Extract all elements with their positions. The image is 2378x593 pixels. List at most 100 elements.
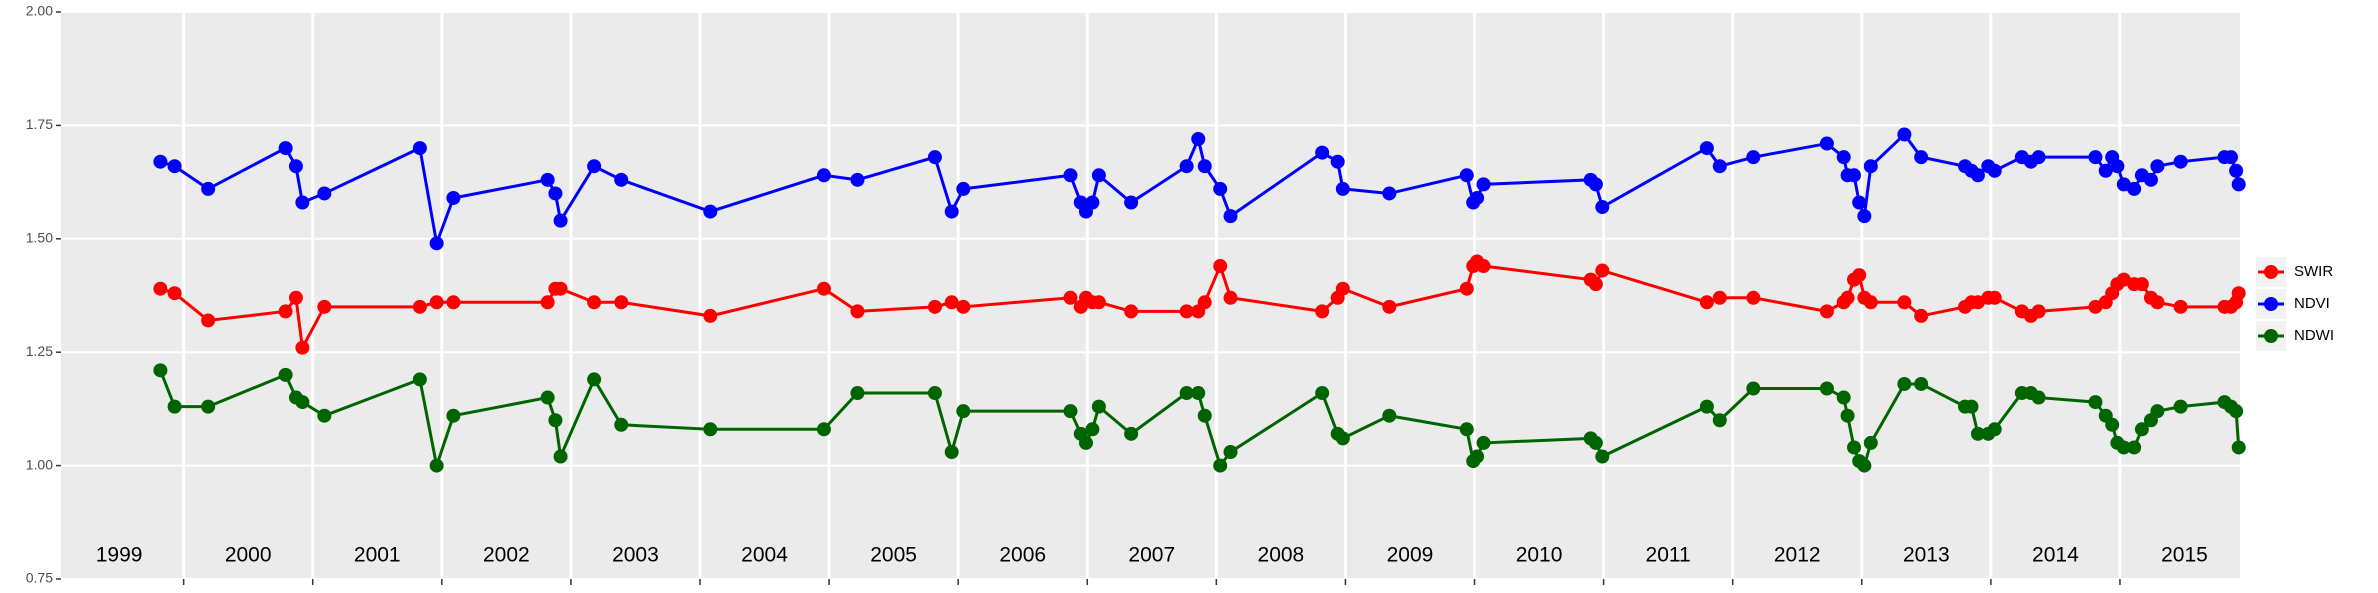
x-tick-label: 2015	[2161, 544, 2208, 567]
point	[1847, 440, 1862, 455]
point	[2231, 177, 2246, 192]
point	[1124, 426, 1139, 441]
point	[201, 399, 216, 414]
x-tick-label: 2006	[999, 544, 1046, 567]
x-tick-label: 2007	[1128, 544, 1175, 567]
point	[429, 295, 444, 310]
point	[1197, 408, 1212, 423]
point	[1897, 295, 1912, 310]
point	[1595, 200, 1610, 215]
point	[850, 386, 865, 401]
point	[1588, 435, 1603, 450]
legend-point	[2264, 265, 2278, 279]
point	[167, 159, 182, 174]
x-tick-label: 2002	[483, 544, 530, 567]
point	[1712, 290, 1727, 305]
point	[295, 195, 310, 210]
point	[317, 299, 332, 314]
point	[587, 372, 602, 387]
point	[1179, 159, 1194, 174]
point	[1857, 209, 1872, 224]
point	[1197, 295, 1212, 310]
point	[1746, 150, 1761, 165]
point	[540, 390, 555, 405]
point	[1063, 168, 1078, 183]
point	[2223, 150, 2238, 165]
point	[1315, 386, 1330, 401]
point	[614, 172, 629, 187]
point	[1335, 281, 1350, 296]
point	[703, 308, 718, 323]
point	[1091, 168, 1106, 183]
point	[1315, 145, 1330, 160]
point	[1897, 376, 1912, 391]
point	[1746, 290, 1761, 305]
point	[956, 299, 971, 314]
point	[167, 399, 182, 414]
point	[1836, 150, 1851, 165]
point	[1223, 209, 1238, 224]
point	[587, 295, 602, 310]
x-tick-label: 2010	[1516, 544, 1563, 567]
point	[553, 449, 568, 464]
point	[1476, 177, 1491, 192]
point	[1223, 290, 1238, 305]
point	[1595, 263, 1610, 278]
point	[2150, 404, 2165, 419]
point	[587, 159, 602, 174]
point	[553, 213, 568, 228]
legend-point	[2264, 297, 2278, 311]
point	[1970, 426, 1985, 441]
point	[1964, 399, 1979, 414]
point	[278, 304, 293, 319]
point	[412, 299, 427, 314]
point	[1315, 304, 1330, 319]
y-tick-label: 1.75	[26, 116, 53, 132]
point	[927, 386, 942, 401]
point	[944, 295, 959, 310]
point	[1223, 444, 1238, 459]
point	[2031, 304, 2046, 319]
point	[288, 159, 303, 174]
point	[850, 172, 865, 187]
point	[2150, 159, 2165, 174]
point	[1459, 422, 1474, 437]
point	[2173, 154, 2188, 169]
point	[2134, 422, 2149, 437]
point	[956, 404, 971, 419]
point	[1078, 435, 1093, 450]
point	[1819, 136, 1834, 151]
point	[1914, 376, 1929, 391]
point	[1085, 195, 1100, 210]
panel	[61, 12, 2240, 579]
point	[2127, 440, 2142, 455]
point	[944, 444, 959, 459]
point	[927, 299, 942, 314]
x-tick-label: 2013	[1903, 544, 1950, 567]
point	[816, 422, 831, 437]
point	[1085, 422, 1100, 437]
point	[548, 413, 563, 428]
point	[1699, 141, 1714, 156]
x-tick-label: 2005	[870, 544, 917, 567]
point	[2143, 172, 2158, 187]
legend-label: SWIR	[2294, 263, 2333, 280]
point	[2031, 390, 2046, 405]
point	[446, 295, 461, 310]
point	[1382, 186, 1397, 201]
point	[1197, 159, 1212, 174]
point	[614, 417, 629, 432]
point	[1335, 431, 1350, 446]
y-tick-label: 1.50	[26, 230, 53, 246]
point	[2088, 150, 2103, 165]
point	[429, 458, 444, 473]
point	[1712, 159, 1727, 174]
point	[167, 286, 182, 301]
point	[1179, 386, 1194, 401]
point	[278, 367, 293, 382]
point	[295, 340, 310, 355]
point	[1470, 190, 1485, 205]
point	[201, 181, 216, 196]
